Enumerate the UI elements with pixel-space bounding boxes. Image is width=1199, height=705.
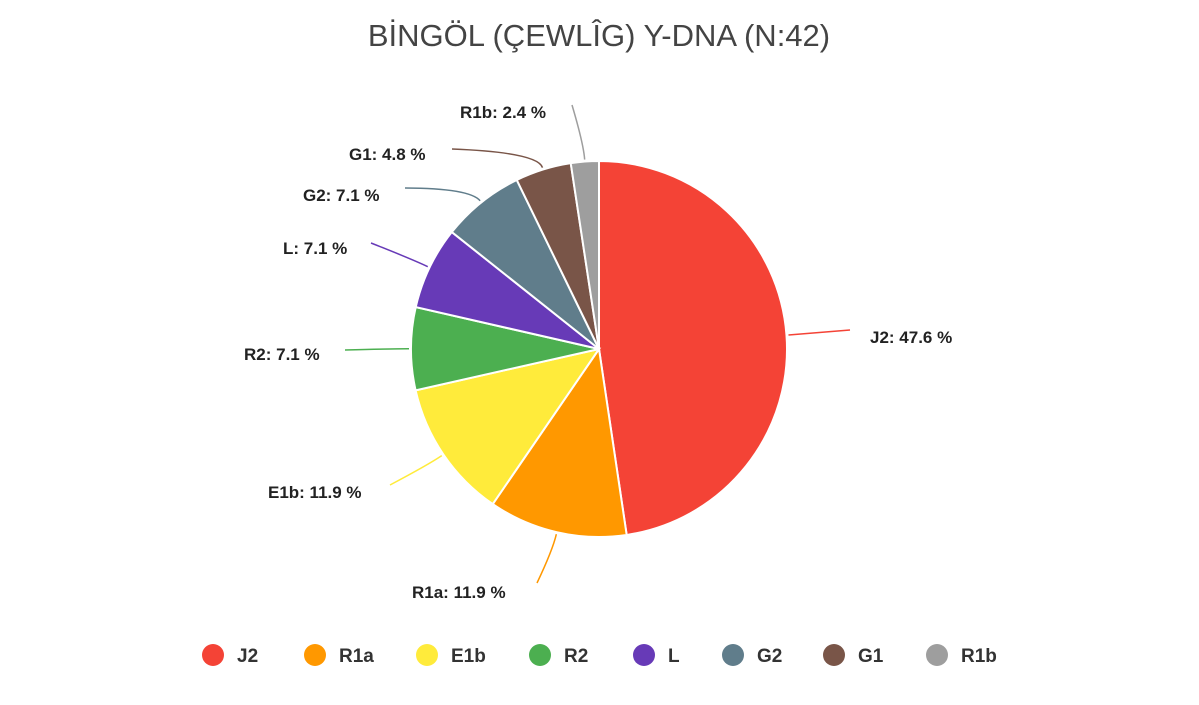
- legend-label-r1a: R1a: [339, 646, 374, 667]
- data-label-j2: J2: 47.6 %: [870, 328, 952, 347]
- chart-title: BİNGÖL (ÇEWLÎG) Y-DNA (N:42): [368, 18, 830, 53]
- leader-line-l: [370, 242, 429, 268]
- pie-slice-r1b: [569, 159, 600, 350]
- leader-line-g1: [451, 148, 544, 168]
- legend-item-r1a: R1a: [304, 644, 374, 667]
- legend-item-e1b: E1b: [416, 644, 486, 667]
- leader-line-r2: [344, 347, 410, 351]
- pie-slice-j2: [598, 159, 788, 537]
- data-label-g2: G2: 7.1 %: [303, 186, 380, 205]
- legend-swatch-r1b: [926, 644, 948, 666]
- legend-label-r2: R2: [564, 646, 588, 667]
- legend-swatch-r2: [529, 644, 551, 666]
- legend-label-r1b: R1b: [961, 646, 997, 667]
- legend-item-g1: G1: [823, 644, 884, 667]
- leader-line-j2: [788, 329, 851, 336]
- data-label-g1: G1: 4.8 %: [349, 145, 426, 164]
- leader-line-g2: [404, 187, 481, 202]
- legend-item-g2: G2: [722, 644, 782, 667]
- data-label-r1b: R1b: 2.4 %: [460, 103, 546, 122]
- legend-label-j2: J2: [237, 646, 258, 667]
- data-label-e1b: E1b: 11.9 %: [268, 483, 362, 502]
- legend-label-g1: G1: [858, 646, 884, 667]
- pie-slice-r1a: [491, 346, 628, 538]
- legend-swatch-r1a: [304, 644, 326, 666]
- legend-item-l: L: [633, 644, 680, 667]
- legend-swatch-g1: [823, 644, 845, 666]
- leader-line-e1b: [389, 455, 443, 486]
- data-label-r1a: R1a: 11.9 %: [412, 583, 506, 602]
- legend-swatch-e1b: [416, 644, 438, 666]
- legend-swatch-g2: [722, 644, 744, 666]
- legend-swatch-l: [633, 644, 655, 666]
- legend-item-j2: J2: [202, 644, 258, 667]
- pie-slice-e1b: [414, 347, 602, 506]
- legend-label-l: L: [668, 646, 680, 667]
- leader-line-r1b: [571, 104, 586, 160]
- legend-item-r2: R2: [529, 644, 588, 667]
- pie-slices: [410, 159, 788, 538]
- data-label-l: L: 7.1 %: [283, 239, 347, 258]
- legend-item-r1b: R1b: [926, 644, 997, 667]
- legend-label-e1b: E1b: [451, 646, 486, 667]
- data-label-r2: R2: 7.1 %: [244, 345, 320, 364]
- leader-line-r1a: [536, 533, 558, 584]
- data-labels: J2: 47.6 % R1a: 11.9 % E1b: 11.9 % R2: 7.1 …: [244, 103, 952, 602]
- legend-label-g2: G2: [757, 646, 782, 667]
- label-leader-lines: [344, 104, 851, 584]
- legend: J2 R1a E1b R2 L G2 G1 R1b: [202, 644, 997, 667]
- legend-swatch-j2: [202, 644, 224, 666]
